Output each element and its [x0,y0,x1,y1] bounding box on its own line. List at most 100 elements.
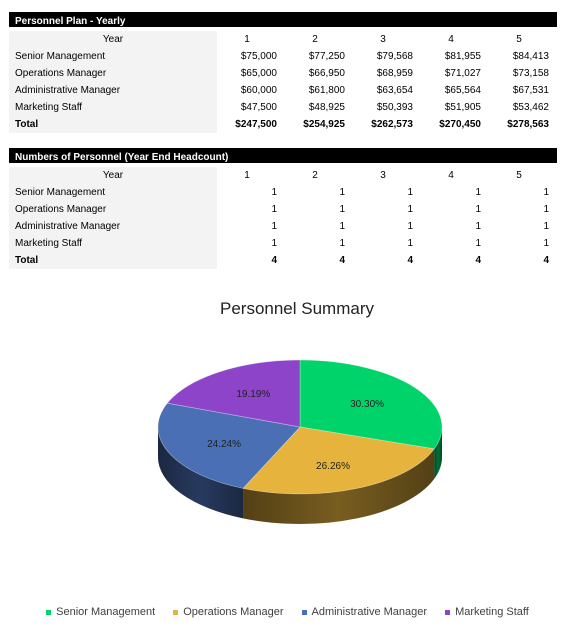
pie-data-label: 24.24% [207,439,241,450]
year-col: 1 [244,34,250,45]
personnel-plan-title: Personnel Plan - Yearly [9,12,557,27]
year-col: 5 [516,170,522,181]
row-label: Senior Management [9,184,217,201]
year-col: 1 [244,170,250,181]
table-row: Senior Management 1 1 1 1 1 [9,184,557,201]
total-label: Total [9,252,217,269]
table-header-row: Year 1 2 3 4 5 [9,167,557,184]
cell: 1 [339,238,345,249]
cell: $84,413 [512,51,549,62]
total-cell: $247,500 [235,119,277,130]
cell: 1 [543,238,549,249]
total-label: Total [9,116,217,133]
legend-swatch [301,609,307,615]
cell: $47,500 [240,102,277,113]
row-label: Operations Manager [9,65,217,82]
table-row: Operations Manager $65,000 $66,950 $68,9… [9,65,557,82]
cell: $73,158 [512,68,549,79]
legend-label: Administrative Manager [311,606,428,618]
total-cell: 4 [271,255,277,266]
total-cell: 4 [543,255,549,266]
pie-slice [299,359,443,450]
year-col: 3 [380,170,386,181]
cell: 1 [271,238,277,249]
cell: $66,950 [308,68,345,79]
pie-slice [242,426,435,495]
legend-item: Administrative Manager [301,606,428,618]
cell: $51,905 [444,102,481,113]
year-col: 4 [448,34,454,45]
row-label: Administrative Manager [9,218,217,235]
row-label: Operations Manager [9,201,217,218]
cell: $61,800 [308,85,345,96]
cell: $71,027 [444,68,481,79]
total-cell: $254,925 [303,119,345,130]
table-row: Marketing Staff $47,500 $48,925 $50,393 … [9,99,557,116]
year-col: 3 [380,34,386,45]
cell: $63,654 [376,85,413,96]
table-row: Administrative Manager 1 1 1 1 1 [9,218,557,235]
cell: $65,000 [240,68,277,79]
pie-data-label: 30.30% [350,399,384,410]
cell: 1 [475,204,481,215]
pie-slice-side-shade [243,448,435,524]
cell: 1 [339,187,345,198]
pie-tops [157,359,443,495]
legend-label: Marketing Staff [455,606,529,618]
pie-data-label: 26.26% [316,461,350,472]
total-cell: 4 [475,255,481,266]
chart-legend: Senior Management Operations Manager Adm… [0,606,575,618]
cell: $81,955 [444,51,481,62]
legend-swatch [445,609,451,615]
pie-sides [158,427,442,524]
year-header: Year [9,167,217,184]
cell: $60,000 [240,85,277,96]
total-row: Total $247,500 $254,925 $262,573 $270,45… [9,116,557,133]
row-label: Senior Management [9,48,217,65]
headcount-title: Numbers of Personnel (Year End Headcount… [9,148,557,163]
pie-data-label: 19.19% [236,389,270,400]
cell: 1 [543,221,549,232]
cell: 1 [271,187,277,198]
cell: $75,000 [240,51,277,62]
legend-item: Marketing Staff [445,606,529,618]
cell: $65,564 [444,85,481,96]
pie-slice [166,359,301,428]
table-row: Operations Manager 1 1 1 1 1 [9,201,557,218]
cell: $50,393 [376,102,413,113]
legend-label: Operations Manager [183,606,284,618]
pie-slice [157,402,301,489]
cell: 1 [543,187,549,198]
cell: $53,462 [512,102,549,113]
legend-item: Senior Management [46,606,155,618]
cell: 1 [339,204,345,215]
total-cell: $262,573 [371,119,413,130]
cell: $48,925 [308,102,345,113]
cell: $79,568 [376,51,413,62]
row-label: Administrative Manager [9,82,217,99]
pie-labels: 30.30% 26.26% 24.24% 19.19% [207,389,384,472]
total-cell: $270,450 [439,119,481,130]
personnel-summary-chart: Personnel Summary 30.30% 26.26% 24.24% 19.1… [157,299,443,524]
table-row: Senior Management $75,000 $77,250 $79,56… [9,48,557,65]
cell: 1 [271,221,277,232]
year-col: 2 [312,34,318,45]
year-col: 5 [516,34,522,45]
personnel-plan-table: Year 1 2 3 4 5 Senior Management $75,000… [9,31,557,133]
total-cell: 4 [339,255,345,266]
cell: 1 [339,221,345,232]
legend-label: Senior Management [56,606,156,618]
table-row: Marketing Staff 1 1 1 1 1 [9,235,557,252]
cell: 1 [475,238,481,249]
legend-swatch [46,609,52,615]
row-label: Marketing Staff [9,235,217,252]
total-cell: 4 [407,255,413,266]
cell: 1 [407,238,413,249]
year-header: Year [9,31,217,48]
cell: $67,531 [512,85,549,96]
total-cell: $278,563 [507,119,549,130]
table-row: Administrative Manager $60,000 $61,800 $… [9,82,557,99]
chart-title: Personnel Summary [220,299,375,318]
table-header-row: Year 1 2 3 4 5 [9,31,557,48]
legend-item: Operations Manager [173,606,284,618]
